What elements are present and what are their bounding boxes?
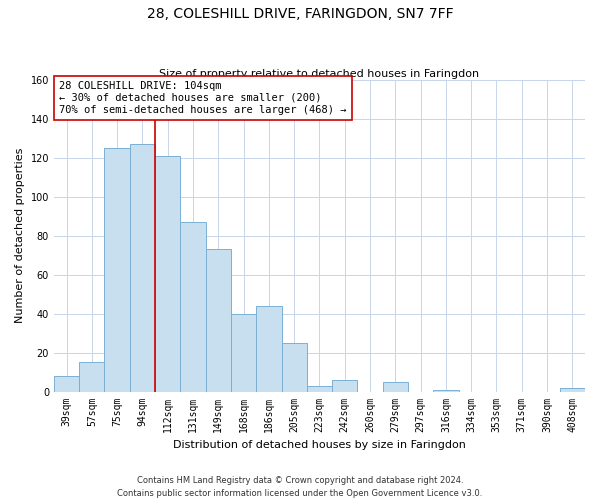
Text: 28, COLESHILL DRIVE, FARINGDON, SN7 7FF: 28, COLESHILL DRIVE, FARINGDON, SN7 7FF [146, 8, 454, 22]
Bar [231, 314, 256, 392]
Bar [181, 222, 206, 392]
Bar [281, 343, 307, 392]
Bar [130, 144, 155, 392]
Title: Size of property relative to detached houses in Faringdon: Size of property relative to detached ho… [160, 69, 479, 79]
Bar [155, 156, 181, 392]
Bar [332, 380, 358, 392]
Text: 28 COLESHILL DRIVE: 104sqm
← 30% of detached houses are smaller (200)
70% of sem: 28 COLESHILL DRIVE: 104sqm ← 30% of deta… [59, 82, 347, 114]
Bar [79, 362, 104, 392]
Y-axis label: Number of detached properties: Number of detached properties [15, 148, 25, 324]
Text: Contains HM Land Registry data © Crown copyright and database right 2024.
Contai: Contains HM Land Registry data © Crown c… [118, 476, 482, 498]
Bar [560, 388, 585, 392]
Bar [206, 250, 231, 392]
Bar [307, 386, 332, 392]
Bar [54, 376, 79, 392]
Bar [256, 306, 281, 392]
X-axis label: Distribution of detached houses by size in Faringdon: Distribution of detached houses by size … [173, 440, 466, 450]
Bar [104, 148, 130, 392]
Bar [433, 390, 458, 392]
Bar [383, 382, 408, 392]
